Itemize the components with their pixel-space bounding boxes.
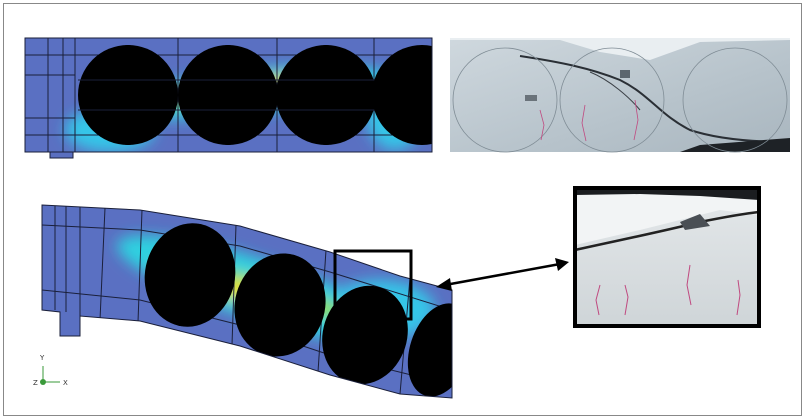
triad-x-label: X (63, 379, 68, 387)
triad-y-label: Y (39, 354, 45, 362)
photo-top (450, 38, 790, 152)
fe-model-deformed (40, 200, 483, 405)
photo-inset (575, 188, 759, 326)
triad-z-label: Z (33, 379, 38, 387)
page: Y Z X (() => { const data = JSON.parse(d… (0, 0, 805, 419)
figure: Y Z X (0, 0, 805, 419)
fe-model-top (25, 38, 472, 158)
axis-triad: Y Z X (33, 354, 68, 387)
double-arrow (436, 258, 569, 291)
